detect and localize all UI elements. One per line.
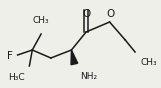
Text: H₃C: H₃C	[8, 73, 24, 82]
Polygon shape	[71, 50, 78, 65]
Text: O: O	[106, 9, 115, 19]
Text: NH₂: NH₂	[80, 72, 97, 81]
Text: CH₃: CH₃	[141, 58, 158, 67]
Text: F: F	[7, 51, 13, 61]
Text: O: O	[82, 9, 90, 19]
Text: CH₃: CH₃	[33, 16, 49, 25]
